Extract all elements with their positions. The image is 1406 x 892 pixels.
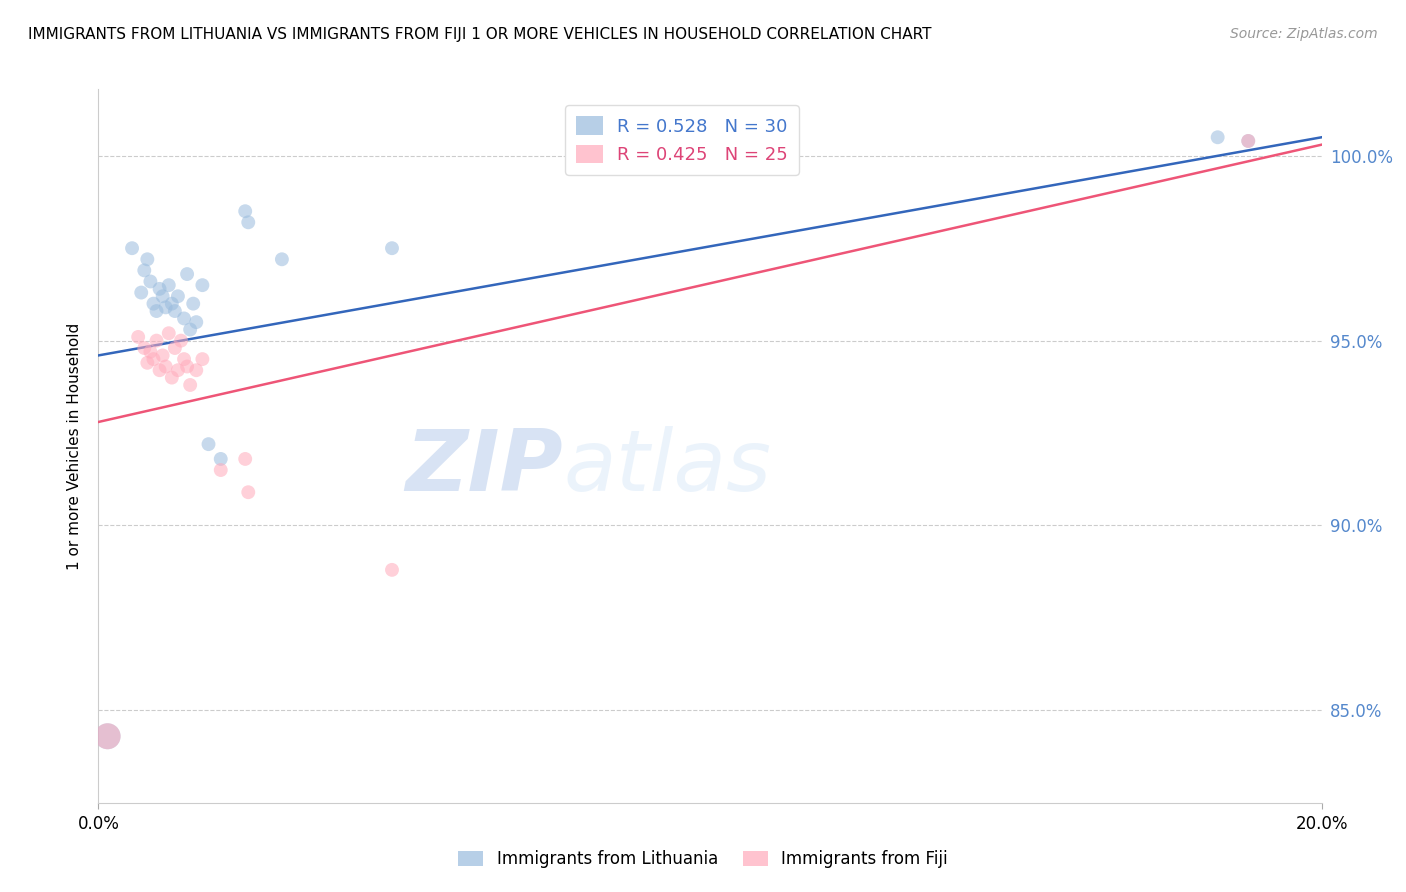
Point — [209, 452, 232, 467]
Text: IMMIGRANTS FROM LITHUANIA VS IMMIGRANTS FROM FIJI 1 OR MORE VEHICLES IN HOUSEHOL: IMMIGRANTS FROM LITHUANIA VS IMMIGRANTS … — [28, 27, 932, 42]
Text: ZIP: ZIP — [405, 425, 564, 509]
Point — [176, 359, 198, 374]
Legend: R = 0.528   N = 30, R = 0.425   N = 25: R = 0.528 N = 30, R = 0.425 N = 25 — [565, 105, 799, 175]
Point — [142, 352, 165, 367]
Point — [163, 341, 186, 355]
Point — [163, 304, 186, 318]
Point — [157, 278, 180, 293]
Point — [167, 363, 190, 377]
Point — [149, 363, 172, 377]
Point — [155, 359, 177, 374]
Point — [233, 204, 256, 219]
Text: atlas: atlas — [564, 425, 772, 509]
Point — [179, 378, 201, 392]
Point — [134, 341, 156, 355]
Legend: Immigrants from Lithuania, Immigrants from Fiji: Immigrants from Lithuania, Immigrants fr… — [451, 844, 955, 875]
Point — [139, 344, 162, 359]
Point — [157, 326, 180, 341]
Point — [197, 437, 219, 451]
Point — [145, 304, 167, 318]
Point — [129, 285, 152, 300]
Point — [668, 134, 690, 148]
Point — [136, 252, 159, 267]
Point — [170, 334, 193, 348]
Point — [149, 282, 172, 296]
Point — [181, 296, 204, 310]
Point — [167, 289, 190, 303]
Text: Source: ZipAtlas.com: Source: ZipAtlas.com — [1230, 27, 1378, 41]
Point — [136, 356, 159, 370]
Point — [1206, 130, 1229, 145]
Point — [134, 263, 156, 277]
Point — [191, 352, 214, 367]
Point — [97, 729, 120, 743]
Point — [121, 241, 143, 255]
Point — [173, 311, 195, 326]
Point — [270, 252, 294, 267]
Point — [238, 485, 260, 500]
Point — [186, 363, 208, 377]
Point — [160, 296, 183, 310]
Point — [160, 370, 183, 384]
Point — [381, 241, 404, 255]
Point — [176, 267, 198, 281]
Point — [139, 275, 162, 289]
Point — [152, 348, 174, 362]
Point — [238, 215, 260, 229]
Point — [142, 296, 165, 310]
Point — [145, 334, 167, 348]
Point — [1237, 134, 1260, 148]
Point — [186, 315, 208, 329]
Point — [191, 278, 214, 293]
Point — [152, 289, 174, 303]
Point — [173, 352, 195, 367]
Point — [97, 729, 120, 743]
Point — [127, 330, 149, 344]
Y-axis label: 1 or more Vehicles in Household: 1 or more Vehicles in Household — [67, 322, 83, 570]
Point — [209, 463, 232, 477]
Point — [179, 322, 201, 336]
Point — [155, 301, 177, 315]
Point — [233, 452, 256, 467]
Point — [1237, 134, 1260, 148]
Point — [381, 563, 404, 577]
